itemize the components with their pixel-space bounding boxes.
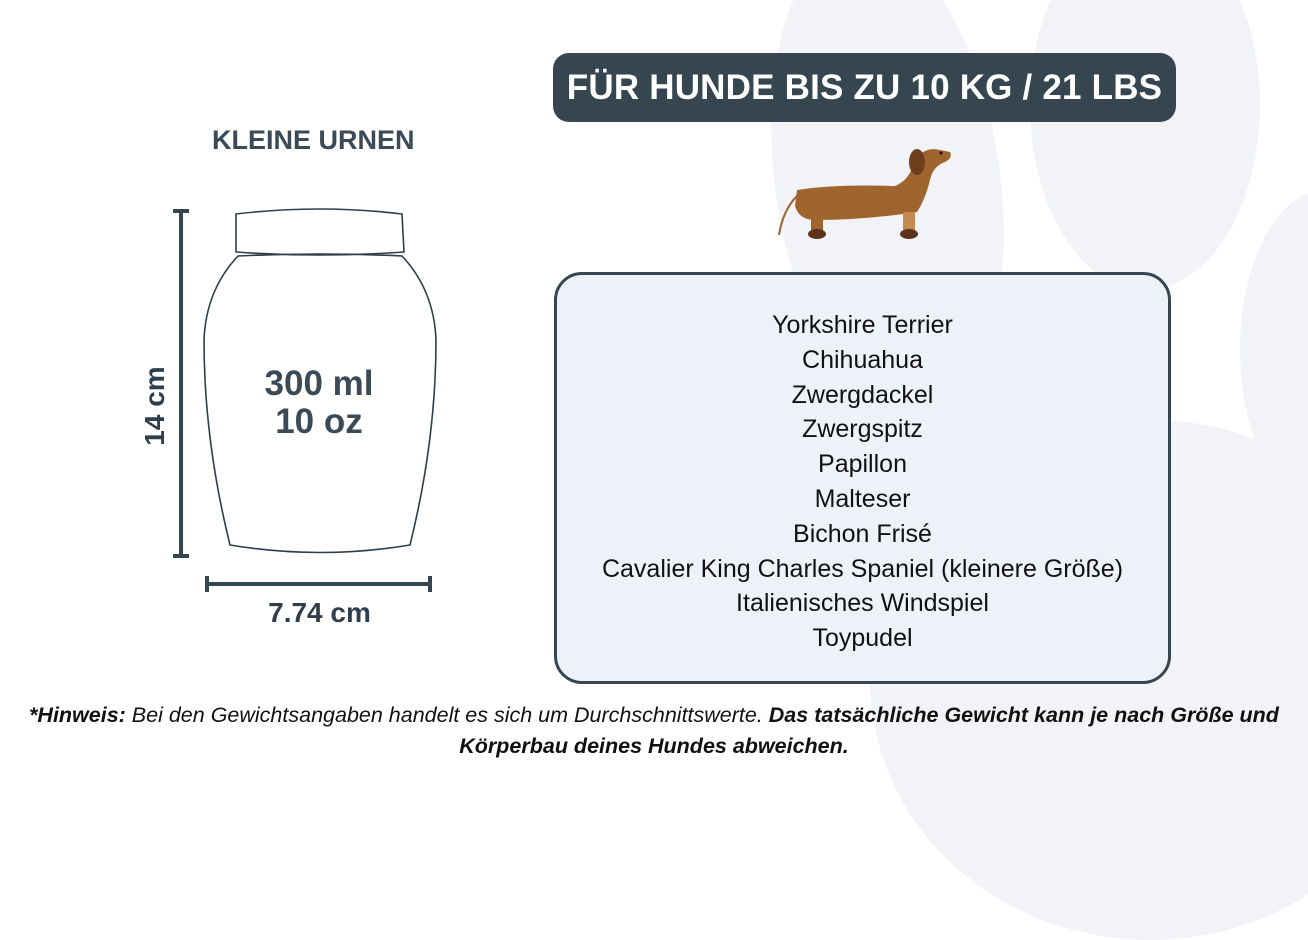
- note-label: *Hinweis:: [29, 703, 126, 727]
- urn-category-label: KLEINE URNEN: [212, 125, 415, 155]
- note-text: Bei den Gewichtsangaben handelt es sich …: [125, 703, 769, 727]
- breed-item: Toypudel: [812, 624, 913, 653]
- breed-item: Chihuahua: [802, 345, 923, 374]
- breed-list-box: Yorkshire Terrier Chihuahua Zwergdackel …: [554, 272, 1171, 684]
- width-label: 7.74 cm: [268, 597, 371, 628]
- urn-capacity: 300 ml 10 oz: [205, 365, 433, 441]
- disclaimer-note: *Hinweis: Bei den Gewichtsangaben handel…: [0, 700, 1308, 762]
- breed-item: Zwergdackel: [791, 380, 934, 409]
- dachshund-icon: [778, 149, 951, 239]
- breed-item: Cavalier King Charles Spaniel (kleinere …: [601, 554, 1124, 583]
- capacity-ml: 300 ml: [264, 364, 374, 403]
- breed-item: Bichon Frisé: [793, 519, 932, 548]
- weight-class-title: FÜR HUNDE BIS ZU 10 KG / 21 LBS: [553, 53, 1176, 122]
- breed-item: Papillon: [818, 450, 907, 479]
- breed-item: Italienisches Windspiel: [736, 589, 989, 618]
- breed-item: Yorkshire Terrier: [772, 311, 953, 339]
- capacity-oz: 10 oz: [275, 402, 363, 441]
- breed-item: Zwergspitz: [802, 415, 923, 444]
- breed-item: Malteser: [814, 484, 911, 513]
- urn-outline-icon: [173, 208, 437, 592]
- height-label: 14 cm: [139, 366, 170, 446]
- note-bold-text: Das tatsächliche Gewicht kann je nach Gr…: [459, 703, 1279, 758]
